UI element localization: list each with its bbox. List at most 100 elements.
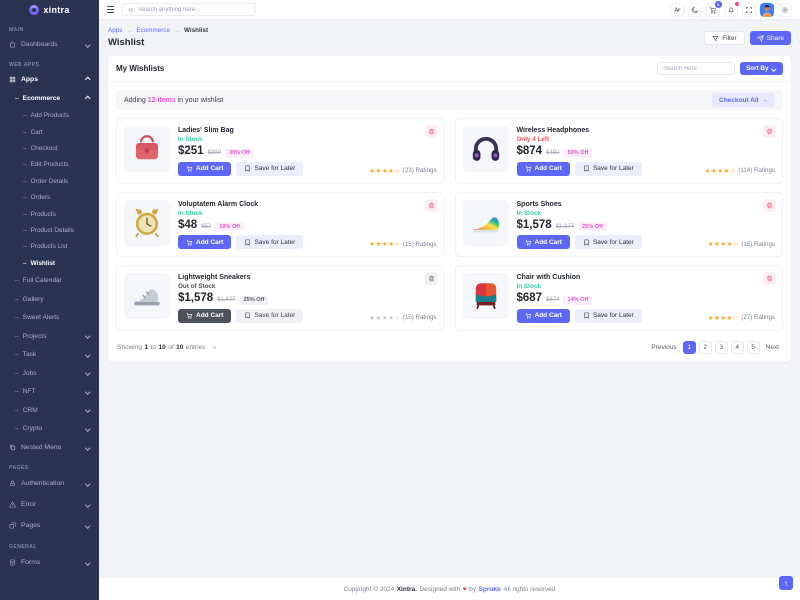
product-rating: ★★★★☆ (15) Ratings: [369, 240, 437, 249]
save-for-later-button[interactable]: Save for Later: [574, 161, 642, 176]
sidebar-item-order-details[interactable]: Order Details: [0, 173, 99, 189]
discount-badge: 25% Off: [239, 295, 269, 305]
sidebar-item-error[interactable]: Error: [0, 494, 99, 515]
breadcrumb-ecommerce[interactable]: Ecommerce: [136, 27, 170, 34]
sort-by-button[interactable]: Sort By: [740, 62, 783, 75]
sidebar-item-full-calendar[interactable]: Full Calendar: [0, 271, 99, 290]
breadcrumb-separator-icon: →: [173, 27, 180, 34]
add-cart-button[interactable]: Add Cart: [516, 308, 570, 323]
sidebar-item-edit-products[interactable]: Edit Products: [0, 157, 99, 173]
breadcrumb-separator-icon: →: [126, 27, 133, 34]
pagination-page-5[interactable]: 5: [746, 340, 760, 354]
filter-button[interactable]: Filter: [704, 31, 745, 45]
save-for-later-button[interactable]: Save for Later: [236, 308, 304, 323]
delete-icon[interactable]: [763, 125, 776, 138]
delete-icon[interactable]: [424, 198, 438, 212]
chevron-down-icon: [84, 333, 90, 339]
cart-icon: [186, 239, 193, 246]
user-avatar[interactable]: [760, 2, 774, 17]
sidebar-item-products-list[interactable]: Products List: [0, 239, 99, 255]
pagination-page-2[interactable]: 2: [698, 340, 712, 354]
fullscreen-icon[interactable]: [742, 2, 756, 17]
menu-toggle-icon[interactable]: [107, 6, 114, 13]
bookmark-icon: [244, 239, 251, 246]
sidebar-item-jobs[interactable]: Jobs: [0, 364, 99, 383]
sidebar-item-task[interactable]: Task: [0, 345, 99, 364]
delete-icon[interactable]: [763, 198, 776, 212]
scroll-to-top-button[interactable]: ↑: [779, 576, 793, 590]
save-for-later-button[interactable]: Save for Later: [574, 308, 642, 323]
product-name: Sports Shoes: [516, 200, 562, 208]
sidebar-item-projects[interactable]: Projects: [0, 327, 99, 346]
sidebar-item-nested-menu[interactable]: Nested Menu: [0, 438, 99, 457]
pages-icon: [8, 522, 16, 529]
breadcrumb-apps[interactable]: Apps: [108, 27, 123, 34]
ratings-count: (15) Ratings: [741, 240, 775, 248]
save-for-later-button[interactable]: Save for Later: [574, 235, 642, 249]
sidebar-item-add-products[interactable]: Add Products: [0, 108, 99, 124]
checkout-all-button[interactable]: Checkout All →: [712, 93, 775, 107]
add-cart-button[interactable]: Add Cart: [178, 161, 232, 176]
sidebar-item-product-details[interactable]: Product Details: [0, 222, 99, 238]
save-for-later-button[interactable]: Save for Later: [236, 235, 304, 249]
sidebar-item-checkout[interactable]: Checkout: [0, 140, 99, 156]
search-input[interactable]: [138, 6, 250, 13]
share-button[interactable]: Share: [749, 31, 791, 45]
pagination-page-3[interactable]: 3: [714, 340, 728, 354]
wishlist-card: My Wishlists Sort By Adding 12 items in …: [108, 56, 791, 362]
product-rating: ★★★★☆ (27) Ratings: [708, 314, 775, 322]
delete-icon[interactable]: [424, 125, 438, 138]
delete-icon[interactable]: [424, 272, 438, 285]
dark-mode-moon-icon[interactable]: [688, 2, 702, 17]
chevron-down-icon: [84, 352, 90, 358]
cart-icon[interactable]: 5: [706, 1, 722, 17]
arrow-right-icon[interactable]: →: [210, 343, 218, 351]
pagination-page-1[interactable]: 1: [682, 340, 696, 354]
ratings-count: (15) Ratings: [402, 240, 437, 248]
sidebar-item-apps[interactable]: Apps: [0, 70, 99, 89]
language-icon[interactable]: [670, 2, 684, 17]
wishlist-summary-text: Adding 12 items in your wishlist: [124, 96, 224, 104]
add-cart-button[interactable]: Add Cart: [178, 235, 232, 249]
sidebar-item-forms[interactable]: Forms: [0, 552, 99, 573]
sidebar-item-pages[interactable]: Pages: [0, 515, 99, 536]
pagination-page-4[interactable]: 4: [730, 340, 744, 354]
save-for-later-button[interactable]: Save for Later: [236, 161, 304, 176]
notifications-bell-icon[interactable]: [724, 2, 739, 17]
product-image-sneaker: [124, 273, 170, 319]
product-image-alarm-clock: [124, 199, 170, 246]
stock-status: In Stock: [178, 136, 203, 143]
pagination-next[interactable]: Next: [765, 343, 779, 351]
chevron-up-icon: [84, 77, 90, 82]
sidebar-item-dashboards[interactable]: Dashboards: [0, 35, 99, 54]
sidebar-item-wishlist[interactable]: Wishlist: [0, 255, 99, 271]
sidebar-item-nft[interactable]: NFT: [0, 382, 99, 401]
share-icon: [756, 34, 764, 42]
product-rating: ★★★★☆ (15) Ratings: [369, 314, 436, 322]
sidebar-item-crm[interactable]: CRM: [0, 401, 99, 420]
sidebar-section-general: GENERAL: [9, 543, 37, 550]
sidebar-item-sweet-alerts[interactable]: Sweet Alerts: [0, 308, 99, 327]
sidebar-item-cart[interactable]: Cart: [0, 124, 99, 140]
settings-gear-icon[interactable]: [778, 2, 792, 17]
delete-icon[interactable]: [763, 272, 776, 285]
add-cart-button[interactable]: Add Cart: [516, 235, 570, 249]
footer-spruko-link[interactable]: Spruko: [478, 585, 501, 593]
product-card: Chair with Cushion In Stock $687 $874 14…: [454, 265, 783, 331]
product-old-price: $1,877: [217, 297, 236, 303]
product-rating: ★★★★☆ (15) Ratings: [708, 240, 775, 249]
sidebar-item-orders[interactable]: Orders: [0, 189, 99, 205]
page-title: Wishlist: [108, 37, 145, 48]
chevron-up-icon: [84, 95, 90, 101]
add-cart-button[interactable]: Add Cart: [178, 308, 232, 323]
footer-brand: Xintra.: [396, 585, 417, 593]
app-logo[interactable]: xintra: [0, 0, 99, 19]
sidebar-item-products[interactable]: Products: [0, 206, 99, 222]
sidebar-item-crypto[interactable]: Crypto: [0, 419, 99, 438]
sidebar-item-ecommerce[interactable]: Ecommerce: [0, 89, 99, 108]
sidebar-item-gallery[interactable]: Gallery: [0, 290, 99, 309]
wishlist-search-input[interactable]: [657, 62, 736, 75]
pagination-previous[interactable]: Previous: [651, 343, 677, 351]
sidebar-item-authentication[interactable]: Authentication: [0, 473, 99, 494]
add-cart-button[interactable]: Add Cart: [516, 161, 570, 176]
